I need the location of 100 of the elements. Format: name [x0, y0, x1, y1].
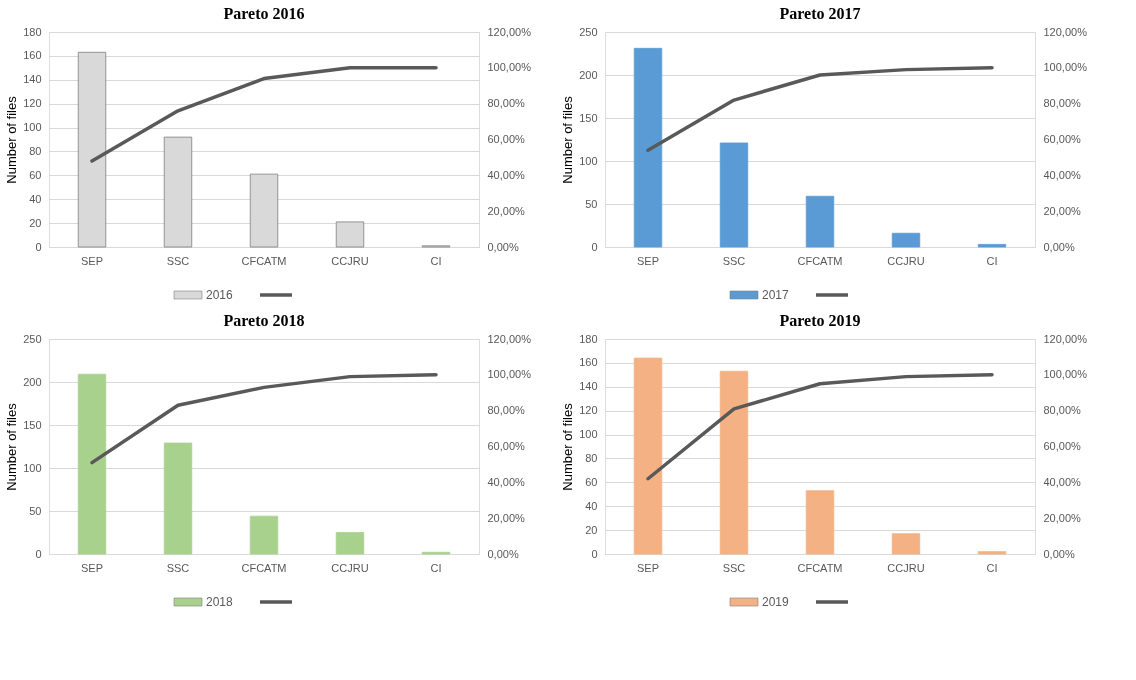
y2-tick-label: 0,00%: [487, 547, 519, 560]
y-tick-label: 250: [23, 332, 42, 345]
bar: [719, 370, 749, 555]
bar: [633, 357, 663, 555]
y-tick-label: 20: [29, 216, 42, 229]
chart-title: Pareto 2018: [223, 312, 305, 329]
y2-tick-label: 60,00%: [1043, 133, 1082, 145]
y-tick-label: 150: [579, 111, 598, 124]
x-tick-label: CI: [430, 254, 442, 267]
y-tick-label: 0: [35, 240, 42, 253]
line-series: [90, 66, 438, 163]
y2-tick-label: 80,00%: [1043, 404, 1082, 417]
x-tick-label: CI: [986, 561, 998, 574]
y2-tick-label: 20,00%: [487, 204, 526, 217]
y2-tick-label: 120,00%: [1043, 332, 1088, 345]
chart-title: Pareto 2017: [779, 5, 861, 22]
y2-tick-label: 120,00%: [487, 25, 532, 38]
x-tick-label: CFCATM: [241, 561, 287, 574]
y-tick-label: 80: [29, 144, 42, 157]
y2-tick-label: 40,00%: [487, 168, 526, 181]
y-tick-label: 0: [591, 240, 598, 253]
bar: [891, 232, 921, 248]
y-tick-label: 0: [35, 547, 42, 560]
y2-tick-label: 40,00%: [1043, 475, 1082, 488]
y-tick-label: 160: [579, 356, 598, 369]
y-tick-label: 180: [579, 332, 598, 345]
y2-tick-label: 40,00%: [487, 475, 526, 488]
bar: [77, 373, 107, 555]
y-tick-label: 140: [579, 380, 598, 393]
y2-tick-label: 100,00%: [1043, 368, 1088, 381]
y-axis-title: Number of files: [560, 95, 576, 184]
y-axis-title: Number of files: [4, 402, 20, 491]
y2-tick-label: 100,00%: [487, 61, 532, 74]
bar: [805, 195, 835, 248]
y2-tick-label: 100,00%: [487, 368, 532, 381]
x-tick-label: SSC: [166, 254, 190, 267]
y-tick-label: 100: [579, 428, 598, 441]
bar: [719, 142, 749, 248]
x-tick-label: CCJRU: [887, 254, 925, 267]
bar: [805, 490, 835, 555]
y-tick-label: 0: [591, 547, 598, 560]
bar: [163, 442, 193, 555]
y-tick-label: 180: [23, 25, 42, 38]
x-tick-label: CFCATM: [241, 254, 287, 267]
y-tick-label: 50: [585, 197, 598, 210]
y-tick-label: 200: [23, 375, 42, 388]
y-tick-label: 120: [579, 404, 598, 417]
x-tick-label: SSC: [166, 561, 190, 574]
x-tick-label: CCJRU: [331, 561, 369, 574]
bar: [249, 515, 279, 555]
y-tick-label: 100: [579, 154, 598, 167]
y-tick-label: 60: [585, 475, 598, 488]
bar: [891, 533, 921, 555]
x-tick-label: SEP: [636, 254, 660, 267]
chart-title: Pareto 2016: [223, 5, 305, 22]
x-tick-label: CFCATM: [797, 561, 843, 574]
line-series: [646, 373, 994, 481]
y2-tick-label: 0,00%: [1043, 240, 1075, 253]
legend-label: 2019: [762, 595, 790, 609]
y2-tick-label: 20,00%: [1043, 511, 1082, 524]
bar: [633, 47, 663, 248]
y-tick-label: 120: [23, 97, 42, 110]
x-tick-label: CCJRU: [887, 561, 925, 574]
chart-title: Pareto 2019: [779, 312, 861, 329]
y2-tick-label: 100,00%: [1043, 61, 1088, 74]
x-tick-label: SEP: [80, 254, 104, 267]
x-tick-label: CCJRU: [331, 254, 369, 267]
y-tick-label: 140: [23, 73, 42, 86]
y2-tick-label: 80,00%: [487, 404, 526, 417]
y2-tick-label: 120,00%: [1043, 25, 1088, 38]
y2-tick-label: 120,00%: [487, 332, 532, 345]
legend-label: 2017: [762, 288, 790, 302]
line-series: [90, 373, 438, 465]
x-tick-label: CFCATM: [797, 254, 843, 267]
line-series: [646, 66, 994, 152]
y-tick-label: 50: [29, 504, 42, 517]
y2-tick-label: 0,00%: [1043, 547, 1075, 560]
y2-tick-label: 20,00%: [487, 511, 526, 524]
y2-tick-label: 60,00%: [487, 440, 526, 452]
bar: [977, 243, 1007, 248]
legend-label: 2016: [206, 288, 234, 302]
y-axis-title: Number of files: [4, 95, 20, 184]
x-tick-label: CI: [986, 254, 998, 267]
y-tick-label: 160: [23, 49, 42, 62]
x-tick-label: SEP: [636, 561, 660, 574]
y2-tick-label: 60,00%: [1043, 440, 1082, 452]
y-tick-label: 250: [579, 25, 598, 38]
y2-tick-label: 0,00%: [487, 240, 519, 253]
y-axis-title: Number of files: [560, 402, 576, 491]
y-tick-label: 100: [23, 461, 42, 474]
y-tick-label: 20: [585, 523, 598, 536]
y-tick-label: 100: [23, 121, 42, 134]
y2-tick-label: 80,00%: [487, 97, 526, 110]
legend-label: 2018: [206, 595, 234, 609]
y-tick-label: 40: [29, 192, 42, 205]
y-tick-label: 200: [579, 68, 598, 81]
y2-tick-label: 20,00%: [1043, 204, 1082, 217]
y-tick-label: 80: [585, 451, 598, 464]
y2-tick-label: 80,00%: [1043, 97, 1082, 110]
y-tick-label: 150: [23, 418, 42, 431]
